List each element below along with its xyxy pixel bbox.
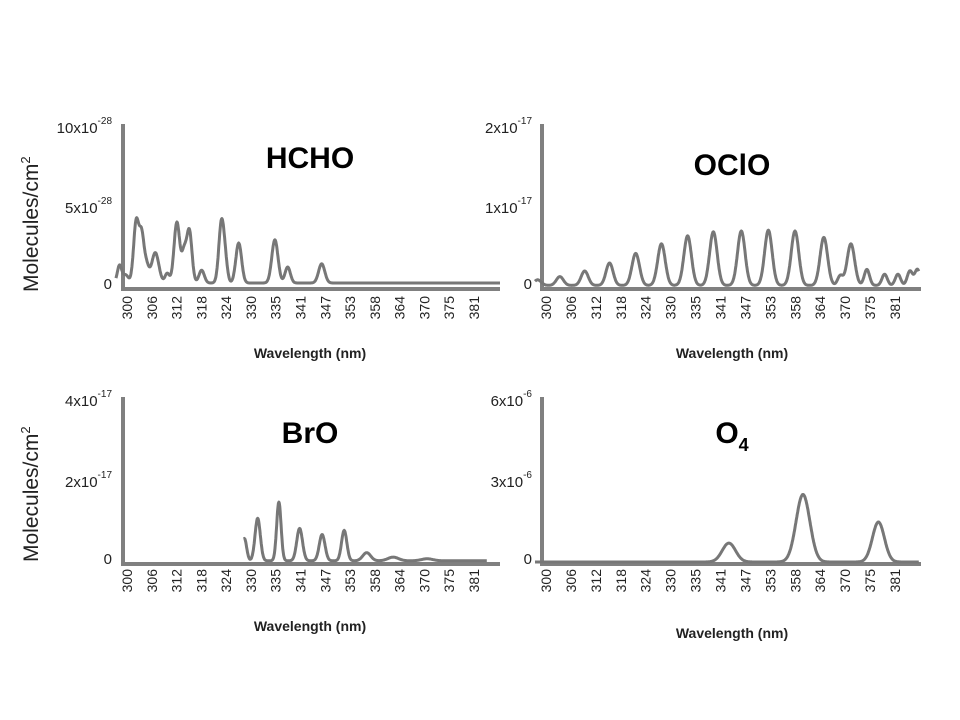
- hcho-x-tick-label: 318: [193, 296, 209, 320]
- o4-x-axis-label: Wavelength (nm): [676, 625, 788, 641]
- bro-series-line: [242, 500, 488, 563]
- bro-x-tick-label: 300: [119, 569, 135, 593]
- bro-x-tick-label: 330: [243, 569, 259, 593]
- bro-x-axis-label: Wavelength (nm): [254, 618, 366, 634]
- oclo-y-tick-label: 0: [524, 276, 532, 293]
- bro-x-tick-label: 370: [416, 569, 432, 593]
- bro-x-tick-label: 364: [392, 569, 408, 593]
- o4-x-tick-label: 358: [787, 569, 803, 593]
- oclo-x-tick-label: 364: [812, 296, 828, 320]
- o4-x-tick-label: 335: [688, 569, 704, 593]
- o4-x-tick-label: 375: [862, 569, 878, 593]
- o4-title: O4: [715, 417, 748, 455]
- bro-title: BrO: [282, 417, 339, 450]
- hcho-x-tick-label: 353: [342, 296, 358, 320]
- o4-x-tick-label: 381: [887, 569, 903, 593]
- panel-oclo: OClO 2x10-17 1x10-17 0 300 306 312 318 324 330 335…: [485, 116, 921, 361]
- o4-x-tick-label: 318: [613, 569, 629, 593]
- o4-x-tick-label: 370: [837, 569, 853, 593]
- oclo-series-line: [533, 228, 921, 287]
- hcho-x-tick-label: 341: [293, 296, 309, 320]
- bro-x-tick-label: 335: [268, 569, 284, 593]
- o4-y-tick-label: 3x10-6: [491, 470, 533, 491]
- bro-x-tick-label: 341: [293, 569, 309, 593]
- bro-x-tick-label: 324: [218, 569, 234, 593]
- bro-x-tick-label: 306: [144, 569, 160, 593]
- oclo-x-tick-label: 318: [613, 296, 629, 320]
- y-axis-label-top: Molecules/cm2: [18, 156, 43, 292]
- hcho-series-line: [114, 216, 502, 285]
- oclo-title: OClO: [694, 149, 771, 182]
- hcho-x-tick-label: 381: [466, 296, 482, 320]
- oclo-x-tick-label: 358: [787, 296, 803, 320]
- oclo-x-tick-label: 341: [713, 296, 729, 320]
- o4-x-tick-label: 353: [762, 569, 778, 593]
- bro-y-tick-label: 0: [104, 551, 112, 568]
- hcho-y-tick-label: 5x10-28: [65, 196, 112, 217]
- o4-x-tick-label: 364: [812, 569, 828, 593]
- o4-series-line: [533, 493, 920, 564]
- oclo-x-tick-label: 324: [638, 296, 654, 320]
- oclo-y-tick-label: 2x10-17: [485, 116, 532, 137]
- oclo-x-tick-label: 370: [837, 296, 853, 320]
- o4-x-tick-label: 324: [638, 569, 654, 593]
- hcho-x-tick-label: 358: [367, 296, 383, 320]
- oclo-x-tick-label: 347: [737, 296, 753, 320]
- oclo-x-tick-label: 353: [762, 296, 778, 320]
- bro-x-tick-label: 353: [342, 569, 358, 593]
- o4-x-tick-label: 306: [563, 569, 579, 593]
- hcho-x-tick-label: 330: [243, 296, 259, 320]
- oclo-x-tick-label: 312: [588, 296, 604, 320]
- hcho-x-tick-label: 306: [144, 296, 160, 320]
- oclo-y-tick-label: 1x10-17: [485, 196, 532, 217]
- oclo-x-tick-label: 381: [887, 296, 903, 320]
- panel-hcho: HCHO 10x10-28 5x10-28 0 300 306 312 318 324 330 33…: [57, 116, 502, 361]
- bro-y-tick-label: 4x10-17: [65, 389, 112, 410]
- bro-x-tick-label: 375: [441, 569, 457, 593]
- hcho-x-tick-label: 375: [441, 296, 457, 320]
- hcho-y-tick-label: 10x10-28: [57, 116, 113, 137]
- o4-x-tick-label: 330: [663, 569, 679, 593]
- oclo-x-axis-label: Wavelength (nm): [676, 345, 788, 361]
- o4-x-tick-label: 300: [538, 569, 554, 593]
- hcho-x-tick-label: 300: [119, 296, 135, 320]
- bro-x-tick-label: 312: [169, 569, 185, 593]
- bro-x-tick-label: 358: [367, 569, 383, 593]
- o4-x-tick-label: 312: [588, 569, 604, 593]
- o4-x-tick-label: 341: [713, 569, 729, 593]
- oclo-x-tick-label: 330: [663, 296, 679, 320]
- bro-y-tick-label: 2x10-17: [65, 470, 112, 491]
- panel-o4: O4 6x10-6 3x10-6 0 300 306 312 318 324 330 335 341 3…: [491, 389, 921, 641]
- hcho-x-tick-label: 335: [268, 296, 284, 320]
- hcho-x-tick-label: 324: [218, 296, 234, 320]
- oclo-x-tick-label: 300: [538, 296, 554, 320]
- panel-bro: BrO 4x10-17 2x10-17 0 300 306 312 318 324 330 335 3…: [65, 389, 500, 634]
- hcho-x-tick-label: 370: [416, 296, 432, 320]
- oclo-x-tick-label: 335: [688, 296, 704, 320]
- hcho-x-axis-label: Wavelength (nm): [254, 345, 366, 361]
- hcho-x-tick-label: 312: [169, 296, 185, 320]
- hcho-y-tick-label: 0: [104, 276, 112, 293]
- bro-x-tick-label: 381: [466, 569, 482, 593]
- oclo-x-tick-label: 306: [563, 296, 579, 320]
- o4-y-tick-label: 6x10-6: [491, 389, 533, 410]
- bro-x-tick-label: 347: [317, 569, 333, 593]
- hcho-x-tick-label: 347: [317, 296, 333, 320]
- hcho-title: HCHO: [266, 142, 354, 175]
- oclo-x-tick-label: 375: [862, 296, 878, 320]
- bro-x-tick-label: 318: [193, 569, 209, 593]
- o4-x-tick-label: 347: [737, 569, 753, 593]
- hcho-x-tick-label: 364: [392, 296, 408, 320]
- o4-y-tick-label: 0: [524, 551, 532, 568]
- y-axis-label-bottom: Molecules/cm2: [18, 426, 43, 562]
